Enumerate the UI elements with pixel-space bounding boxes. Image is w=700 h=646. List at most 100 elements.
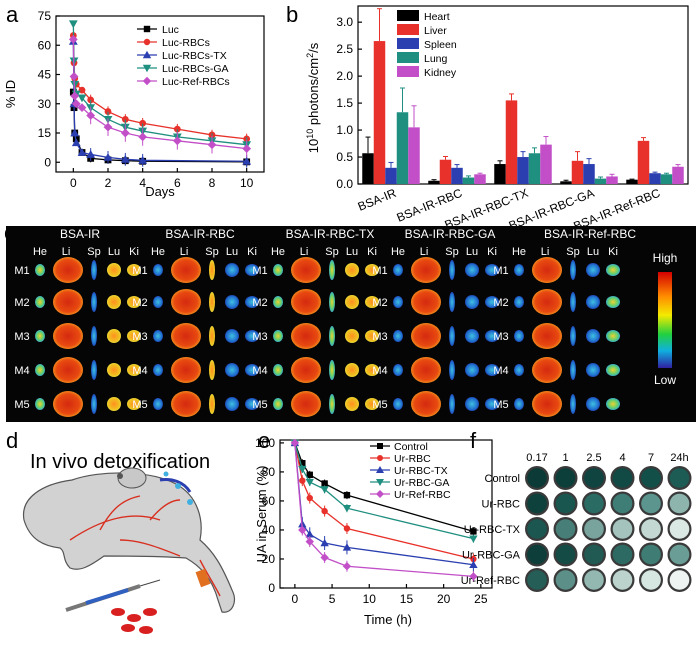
chart-a-point-4 [77, 103, 87, 113]
organ-liver-image [53, 289, 83, 315]
well-1-0 [527, 493, 547, 514]
organ-spleen-image [209, 292, 215, 312]
chart-b-bar-0-2 [385, 167, 397, 184]
well-col-label-1: 1 [562, 452, 568, 464]
chart-b-bar-1-3 [462, 177, 475, 184]
well-row-label-1: Ur-RBC [482, 499, 521, 511]
chart-a-point-3 [68, 20, 78, 29]
organ-spleen-image [449, 292, 455, 312]
organ-lung-image [465, 263, 479, 277]
chart-a-ytick-label: 60 [38, 38, 52, 52]
well-4-4 [641, 570, 661, 590]
imaging-organ-label-4-0: He [512, 246, 526, 258]
imaging-organ-label-3-0: He [391, 246, 405, 258]
organ-liver-image [411, 357, 441, 383]
organ-heart-image [35, 330, 45, 342]
organ-lung-image [345, 295, 359, 309]
chart-e-point-0 [299, 460, 306, 467]
well-3-0 [527, 544, 547, 565]
chart-b-bar-1-4 [474, 174, 486, 184]
chart-a-series-line-2 [72, 41, 247, 162]
imaging-mouse-label-3-4: M5 [372, 399, 387, 411]
chart-a-legend-marker [143, 25, 151, 33]
chart-a-point-2 [103, 152, 113, 161]
organ-heart-image [35, 264, 45, 276]
well-row-label-2: Ur-RBC-TX [464, 524, 521, 536]
chart-b-bar-2-1 [505, 100, 518, 184]
chart-e-point-1 [299, 477, 306, 484]
chart-a-point-1 [78, 86, 86, 94]
imaging-mouse-label-2-3: M4 [252, 365, 267, 377]
organ-spleen-image [449, 394, 455, 414]
red-blood-cell-illustration [139, 626, 153, 634]
imaging-mouse-label-4-3: M4 [493, 365, 508, 377]
organ-kidney-image [127, 364, 141, 376]
well-0-0 [527, 468, 547, 488]
well-2-4 [641, 519, 661, 539]
organ-heart-image [514, 296, 524, 308]
well-2-0 [527, 519, 547, 539]
organ-heart-image [273, 364, 283, 376]
imaging-mouse-label-2-0: M1 [252, 265, 267, 277]
organ-liver-image [411, 391, 441, 417]
chart-b-ylabel-per-s: /s [306, 42, 321, 53]
organ-lung-image [586, 329, 600, 343]
organ-spleen-image [209, 394, 215, 414]
chart-b-bar-3-2 [583, 164, 595, 184]
chart-e-point-0 [306, 471, 313, 479]
organ-spleen-image [209, 360, 215, 380]
chart-e-point-4 [320, 553, 329, 562]
tail-vein-highlight-illustration [195, 568, 211, 588]
chart-a-legend-2: Luc-RBCs-TX [162, 50, 227, 62]
chart-e-legend-0: Control [394, 441, 428, 453]
chart-a-legend-4: Luc-Ref-RBCs [162, 76, 230, 88]
organ-lung-image [345, 263, 359, 277]
imaging-mouse-label-1-0: M1 [132, 265, 147, 277]
chart-e-xtick-label: 20 [437, 592, 451, 606]
imaging-organ-label-0-0: He [33, 246, 47, 258]
chart-e-legend-marker [376, 490, 384, 498]
imaging-organ-label-4-3: Lu [587, 246, 599, 258]
organ-liver-image [171, 323, 201, 349]
chart-e-point-1 [343, 525, 351, 532]
chart-e-legend-marker [377, 443, 383, 449]
chart-e-xtick-label: 5 [329, 592, 336, 606]
chart-b-bar-4-1 [637, 140, 650, 184]
chart-a-point-2 [71, 138, 81, 147]
organ-heart-image [393, 264, 403, 276]
organ-spleen-image [570, 292, 576, 312]
chart-b-ytick-label: 3.0 [336, 15, 353, 29]
well-col-label-3: 4 [619, 452, 625, 464]
chart-e-point-4 [298, 525, 307, 535]
organ-kidney-image [127, 398, 141, 410]
imaging-organ-label-1-4: Ki [247, 246, 257, 258]
well-2-3 [612, 519, 633, 539]
organ-liver-image [411, 257, 441, 283]
chart-a-point-4 [242, 144, 252, 153]
particle-icon [187, 499, 193, 505]
chart-b-bar-3-0 [560, 181, 572, 184]
imaging-mouse-label-3-0: M1 [372, 265, 387, 277]
chart-e-ytick-label: 100 [255, 436, 275, 450]
chart-b-ytick-label: 0.5 [336, 150, 353, 164]
well-3-5 [669, 544, 690, 565]
chart-e-point-2 [305, 530, 314, 538]
chart-b-ytick-label: 2.5 [336, 42, 353, 56]
chart-a-ytick-label: 75 [38, 9, 52, 23]
imaging-organ-label-0-3: Lu [108, 246, 120, 258]
organ-spleen-image [570, 394, 576, 414]
well-3-3 [612, 544, 633, 565]
organ-kidney-image [245, 398, 259, 410]
chart-e-series-line-2 [294, 442, 474, 566]
chart-a-point-4 [86, 111, 96, 120]
well-col-label-4: 7 [648, 452, 654, 464]
organ-spleen-image [91, 260, 97, 280]
organ-kidney-image [245, 364, 259, 376]
chart-a-point-1 [139, 119, 147, 127]
organ-heart-image [393, 330, 403, 342]
well-1-2 [584, 493, 604, 514]
chart-a-legend-3: Luc-RBCs-GA [162, 63, 229, 75]
imaging-background [6, 226, 696, 422]
organ-heart-image [153, 364, 163, 376]
